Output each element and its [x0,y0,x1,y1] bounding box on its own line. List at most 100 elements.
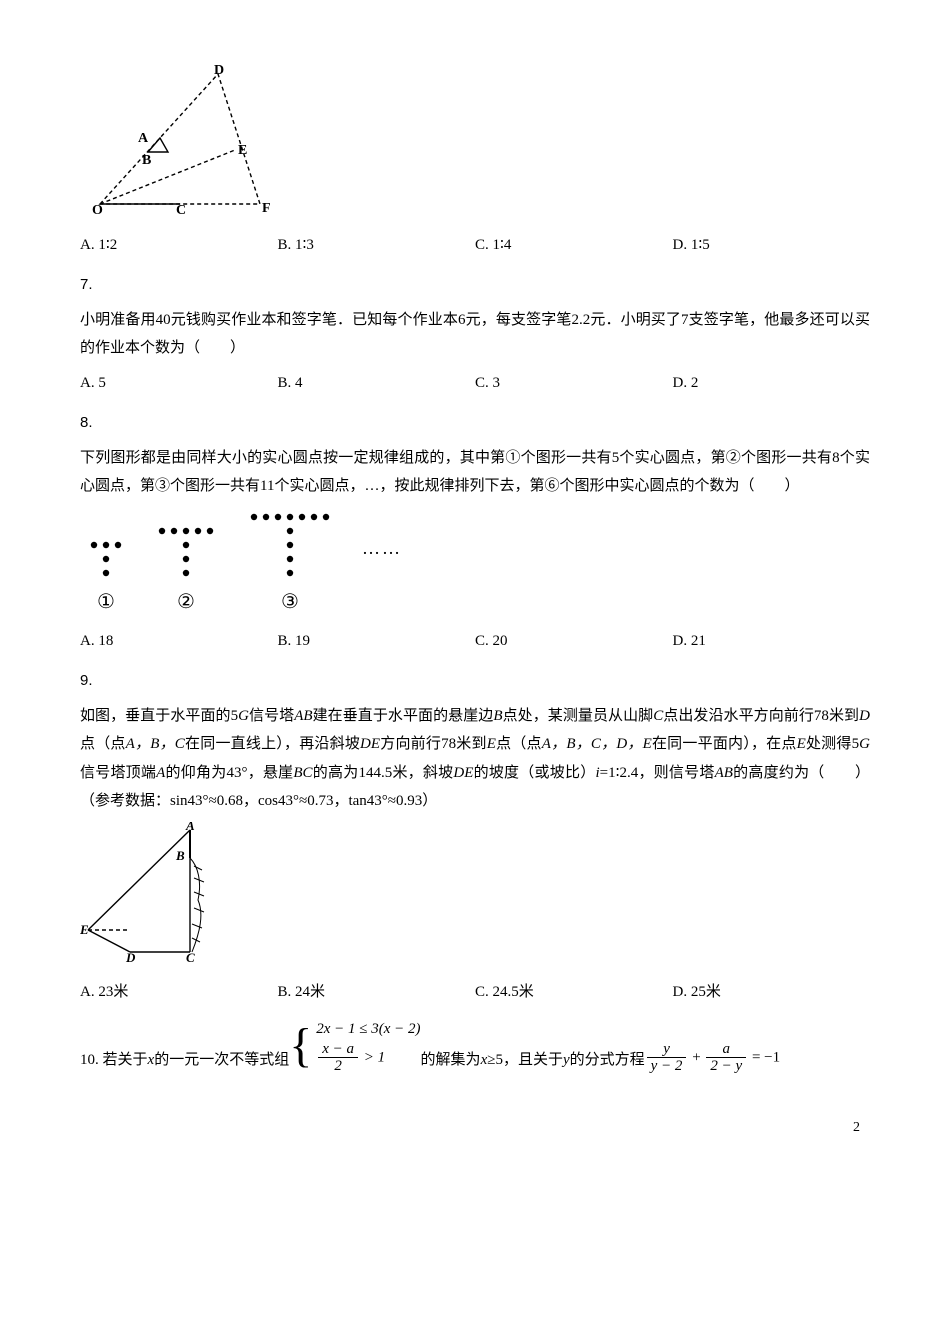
q10-f1d: y − 2 [647,1058,687,1075]
q7-choices: A. 5 B. 4 C. 3 D. 2 [80,369,870,398]
q9-t1h: 方向前行78米到 [380,736,487,752]
pattern-3-label: ③ [281,583,299,621]
q9-t1m: 的仰角为43°，悬崖 [165,765,293,781]
q9-choice-b: B. 24米 [278,978,476,1007]
q9-t1b: 信号塔 [249,708,294,724]
q9-figure: A B C D E [80,822,870,973]
q10-mid2: 的解集为 [421,1052,481,1068]
page-number: 2 [80,1115,870,1142]
q9-BC: BC [293,765,312,781]
q8-choice-b: B. 19 [278,627,476,656]
label-B: B [142,153,151,168]
q9-AB1: AB [294,708,312,724]
q9-text: 如图，垂直于水平面的5G信号塔AB建在垂直于水平面的悬崖边B点处，某测量员从山脚… [80,702,870,816]
q9-G1: G [238,708,249,724]
q9-label-A: A [185,822,195,833]
q7-number: 7. [80,271,870,300]
q10-sys-row1: 2x − 1 ≤ 3(x − 2) [316,1017,420,1041]
q6-choices: A. 1∶2 B. 1∶3 C. 1∶4 D. 1∶5 [80,231,870,260]
q10-r2-tail: > 1 [360,1049,385,1065]
q9-t1c: 建在垂直于水平面的悬崖边 [313,708,494,724]
q10-sys-row2: x − a2 > 1 [316,1041,420,1075]
q6-choice-c: C. 1∶4 [475,231,673,260]
q10-equation: yy − 2 + a2 − y = −1 [645,1041,780,1075]
q9-choice-a: A. 23米 [80,978,278,1007]
q9-C1: C [653,708,663,724]
pattern-2: ② [154,525,218,621]
q6-choice-d: D. 1∶5 [673,231,871,260]
q8-choice-c: C. 20 [475,627,673,656]
q9-choice-c: C. 24.5米 [475,978,673,1007]
q10-eqtail: = −1 [748,1049,780,1065]
q9-t1: 如图，垂直于水平面的5 [80,708,238,724]
q10-soltail: ≥5，且关于 [487,1052,563,1068]
q9-t1i: 点（点 [496,736,542,752]
q9-t1n: 的高为144.5米，斜坡 [313,765,454,781]
q9-B1: B [493,708,502,724]
q10-r2-num: x − a [318,1041,358,1059]
q9-AB2: AB [715,765,733,781]
q9-label-D: D [125,950,136,962]
q9-choice-d: D. 25米 [673,978,871,1007]
q9-choices: A. 23米 B. 24米 C. 24.5米 D. 25米 [80,978,870,1007]
q9-G2: G [859,736,870,752]
q8-patterns: ① ② ③ …… [86,511,870,621]
pattern-3: ③ [246,511,334,621]
q9-t1l: 信号塔顶端 [80,765,156,781]
q7-choice-d: D. 2 [673,369,871,398]
pattern-1-label: ① [97,583,115,621]
q10-f2n: a [706,1041,746,1059]
q8-choice-d: D. 21 [673,627,871,656]
q7-choice-a: A. 5 [80,369,278,398]
q8-text: 下列图形都是由同样大小的实心圆点按一定规律组成的，其中第①个图形一共有5个实心圆… [80,444,870,501]
q10-prefix: 10. 若关于 [80,1052,148,1068]
q9-E1: E [487,736,496,752]
label-D: D [214,64,224,78]
q9-t1d: 点处，某测量员从山脚 [503,708,654,724]
q8-number: 8. [80,409,870,438]
q10-r2-den: 2 [318,1058,358,1075]
brace-icon: { [289,1022,312,1070]
q10-mid3: 的分式方程 [570,1052,645,1068]
q9-t1j: 在同一平面内），在点 [652,736,797,752]
q9-E2: E [797,736,806,752]
q9-number: 9. [80,667,870,696]
q6-choice-b: B. 1∶3 [278,231,476,260]
label-F: F [262,201,270,214]
q10-system: { 2x − 1 ≤ 3(x − 2) x − a2 > 1 [289,1017,420,1075]
pattern-1: ① [86,539,126,621]
q9-t1p: =1∶2.4，则信号塔 [600,765,715,781]
q7-text: 小明准备用40元钱购买作业本和签字笔．已知每个作业本6元，每支签字笔2.2元．小… [80,306,870,363]
q8-choice-a: A. 18 [80,627,278,656]
q10-plus: + [688,1049,704,1065]
q7-choice-c: C. 3 [475,369,673,398]
label-A: A [138,131,149,146]
label-O: O [92,203,103,214]
label-E: E [238,143,247,158]
q9-t1e: 点出发沿水平方向前行78米到 [663,708,859,724]
q9-label-C: C [186,950,195,962]
q10-mid1: 的一元一次不等式组 [154,1052,289,1068]
q9-ABC: A，B，C [126,736,185,752]
q9-DE2: DE [453,765,473,781]
q9-t1f: 点（点 [80,736,126,752]
q9-t1k: 处测得5 [806,736,859,752]
q6-choice-a: A. 1∶2 [80,231,278,260]
q7-choice-b: B. 4 [278,369,476,398]
q9-D1: D [859,708,870,724]
q10-text: 10. 若关于x的一元一次不等式组 { 2x − 1 ≤ 3(x − 2) x … [80,1017,870,1075]
q9-A1: A [156,765,165,781]
q9-label-E: E [80,922,89,937]
q8-choices: A. 18 B. 19 C. 20 D. 21 [80,627,870,656]
q10-f1n: y [647,1041,687,1059]
q6-figure: O A B C D E F [80,64,870,225]
q9-t1g: 在同一直线上），再沿斜坡 [185,736,360,752]
q10-y: y [563,1052,570,1068]
pattern-ellipsis: …… [362,531,402,565]
pattern-2-label: ② [177,583,195,621]
q9-ABCDE: A，B，C，D，E [542,736,652,752]
label-C: C [176,203,186,214]
q9-DE1: DE [360,736,380,752]
q9-label-B: B [175,848,185,863]
q9-t1o: 的坡度（或坡比） [473,765,595,781]
